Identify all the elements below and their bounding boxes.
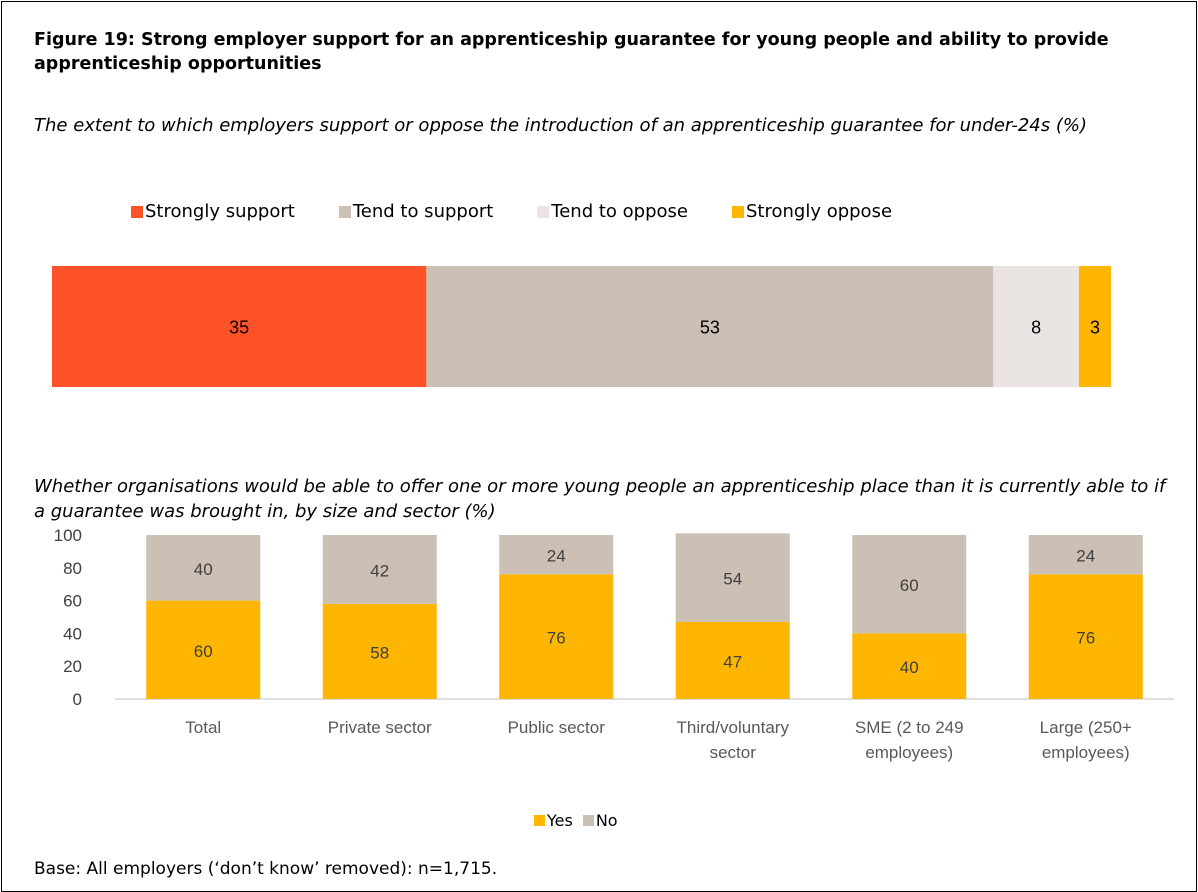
y-tick-label: 100: [54, 526, 82, 545]
legend-label-no: No: [595, 811, 618, 830]
bar-no-public-sector: [499, 535, 614, 575]
bar-no-sme-2-to-249-employees: [852, 535, 967, 634]
legend-label-strongly-oppose: Strongly oppose: [745, 201, 893, 222]
bar-no-private-sector: [322, 535, 437, 604]
data-label-yes: 40: [900, 658, 919, 677]
legend-swatch-no: [582, 815, 594, 826]
legend-item-tend-to-oppose: Tend to oppose: [537, 201, 688, 222]
legend-swatch-strongly-support: [131, 205, 143, 218]
bar-no-large-250-employees: [1028, 535, 1143, 575]
bar-yes-public-sector: [499, 574, 614, 699]
data-label-yes: 58: [370, 643, 389, 662]
legend-item-strongly-oppose: Strongly oppose: [731, 201, 893, 222]
data-label-tend-to-support: 53: [700, 318, 720, 338]
data-label-no: 40: [194, 560, 213, 579]
chart2-legend: Yes No: [534, 811, 628, 830]
legend-label-tend-to-support: Tend to support: [352, 201, 494, 222]
data-label-strongly-oppose: 3: [1090, 318, 1100, 338]
data-label-tend-to-oppose: 8: [1031, 318, 1041, 338]
data-label-no: 24: [547, 547, 566, 566]
chart1-title: The extent to which employers support or…: [34, 115, 1087, 136]
legend-label-yes: Yes: [547, 811, 573, 830]
data-label-no: 54: [723, 570, 742, 589]
x-tick-label: Private sector: [328, 718, 432, 737]
data-label-no: 24: [1076, 547, 1095, 566]
legend-item-tend-to-support: Tend to support: [338, 201, 494, 222]
y-tick-label: 40: [63, 624, 82, 643]
y-tick-label: 20: [63, 657, 82, 676]
data-label-yes: 60: [194, 642, 213, 661]
data-label-yes: 76: [547, 629, 566, 648]
data-label-no: 42: [370, 561, 389, 580]
legend-label-strongly-support: Strongly support: [145, 201, 295, 222]
chart1-plot: 35 53 8 3: [52, 266, 1111, 387]
bar-segment-strongly-oppose: [1078, 266, 1111, 387]
bar-no-third-voluntary-sector: [675, 533, 790, 622]
x-tick-label: Public sector: [508, 718, 606, 737]
bar-yes-third-voluntary-sector: [675, 621, 790, 699]
chart1-legend: Strongly support Tend to support Tend to…: [131, 201, 936, 222]
bar-yes-total: [146, 600, 261, 699]
bar-yes-sme-2-to-249-employees: [852, 633, 967, 699]
data-label-no: 60: [900, 576, 919, 595]
x-tick-label: sector: [710, 743, 757, 762]
data-label-strongly-support: 35: [229, 318, 249, 338]
x-tick-label: Total: [185, 718, 221, 737]
bar-segment-tend-to-support: [426, 266, 994, 387]
bar-yes-large-250-employees: [1028, 574, 1143, 699]
x-tick-label: Third/voluntary: [677, 718, 790, 737]
x-tick-label: employees): [865, 743, 953, 762]
x-tick-label: SME (2 to 249: [855, 718, 964, 737]
data-label-yes: 76: [1076, 629, 1095, 648]
chart2-title: Whether organisations would be able to o…: [34, 476, 1166, 522]
legend-swatch-tend-to-oppose: [537, 205, 550, 218]
legend-item-yes: Yes: [534, 811, 573, 830]
legend-item-strongly-support: Strongly support: [131, 201, 295, 222]
x-tick-label: employees): [1042, 743, 1130, 762]
bar-segment-strongly-support: [52, 266, 427, 387]
figure-footer: Base: All employers (‘don’t know’ remove…: [34, 859, 498, 879]
bar-yes-private-sector: [322, 603, 437, 699]
legend-item-no: No: [582, 811, 618, 830]
legend-swatch-strongly-oppose: [731, 205, 744, 218]
bar-segment-tend-to-oppose: [993, 266, 1079, 387]
legend-label-tend-to-oppose: Tend to oppose: [551, 201, 688, 222]
y-tick-label: 80: [63, 559, 82, 578]
legend-swatch-yes: [534, 815, 545, 826]
y-tick-label: 60: [63, 592, 82, 611]
x-tick-label: Large (250+: [1040, 718, 1132, 737]
bar-no-total: [146, 535, 261, 601]
figure-title: Figure 19: Strong employer support for a…: [34, 30, 1109, 74]
data-label-yes: 47: [723, 652, 742, 671]
legend-swatch-tend-to-support: [338, 205, 351, 218]
y-tick-label: 0: [73, 690, 82, 709]
